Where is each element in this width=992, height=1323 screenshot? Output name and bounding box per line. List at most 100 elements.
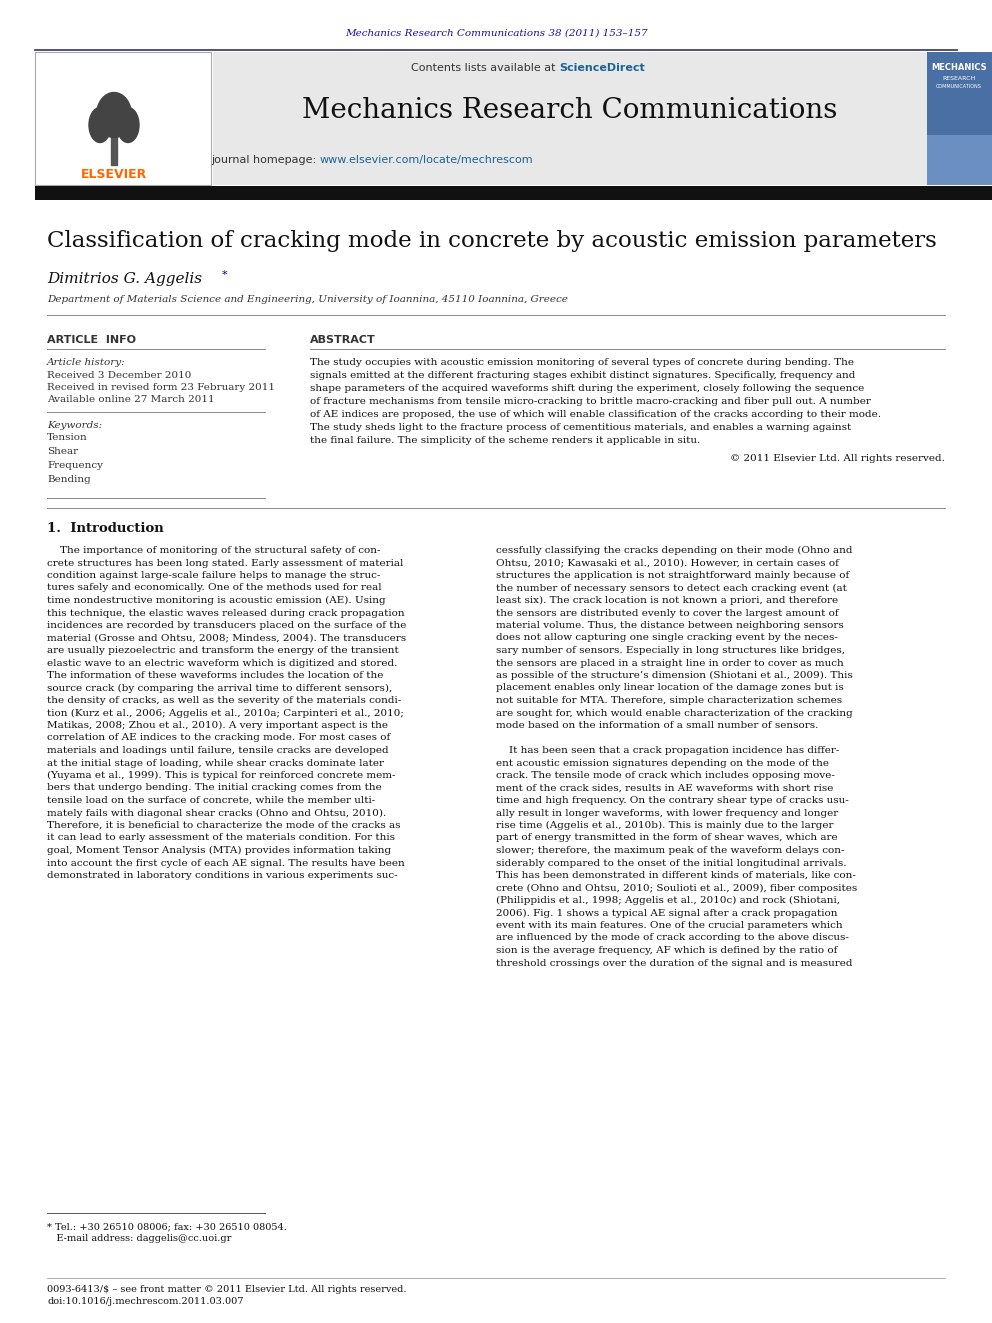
- FancyBboxPatch shape: [927, 135, 992, 185]
- Text: Available online 27 March 2011: Available online 27 March 2011: [47, 396, 214, 404]
- Text: part of energy transmitted in the form of shear waves, which are: part of energy transmitted in the form o…: [496, 833, 837, 843]
- Text: placement enables only linear location of the damage zones but is: placement enables only linear location o…: [496, 684, 844, 692]
- Text: does not allow capturing one single cracking event by the neces-: does not allow capturing one single crac…: [496, 634, 838, 643]
- Text: Therefore, it is beneficial to characterize the mode of the cracks as: Therefore, it is beneficial to character…: [47, 822, 401, 830]
- Text: time and high frequency. On the contrary shear type of cracks usu-: time and high frequency. On the contrary…: [496, 796, 849, 804]
- Text: * Tel.: +30 26510 08006; fax: +30 26510 08054.: * Tel.: +30 26510 08006; fax: +30 26510 …: [47, 1222, 287, 1230]
- Text: ent acoustic emission signatures depending on the mode of the: ent acoustic emission signatures dependi…: [496, 758, 829, 767]
- Text: (Yuyama et al., 1999). This is typical for reinforced concrete mem-: (Yuyama et al., 1999). This is typical f…: [47, 771, 396, 781]
- Text: materials and loadings until failure, tensile cracks are developed: materials and loadings until failure, te…: [47, 746, 389, 755]
- Text: RESEARCH: RESEARCH: [942, 75, 975, 81]
- Text: Dimitrios G. Aggelis: Dimitrios G. Aggelis: [47, 273, 202, 286]
- Text: © 2011 Elsevier Ltd. All rights reserved.: © 2011 Elsevier Ltd. All rights reserved…: [730, 454, 945, 463]
- Text: the number of necessary sensors to detect each cracking event (at: the number of necessary sensors to detec…: [496, 583, 847, 593]
- Text: *: *: [222, 270, 227, 280]
- Text: www.elsevier.com/locate/mechrescom: www.elsevier.com/locate/mechrescom: [320, 155, 534, 165]
- Text: structures the application is not straightforward mainly because of: structures the application is not straig…: [496, 572, 849, 579]
- Text: The information of these waveforms includes the location of the: The information of these waveforms inclu…: [47, 671, 383, 680]
- Bar: [111, 135, 117, 165]
- Text: ally result in longer waveforms, with lower frequency and longer: ally result in longer waveforms, with lo…: [496, 808, 838, 818]
- Text: doi:10.1016/j.mechrescom.2011.03.007: doi:10.1016/j.mechrescom.2011.03.007: [47, 1297, 243, 1306]
- Text: threshold crossings over the duration of the signal and is measured: threshold crossings over the duration of…: [496, 958, 852, 967]
- Text: material (Grosse and Ohtsu, 2008; Mindess, 2004). The transducers: material (Grosse and Ohtsu, 2008; Mindes…: [47, 634, 406, 643]
- Text: the density of cracks, as well as the severity of the materials condi-: the density of cracks, as well as the se…: [47, 696, 401, 705]
- Text: 1.  Introduction: 1. Introduction: [47, 523, 164, 534]
- Text: ARTICLE  INFO: ARTICLE INFO: [47, 335, 136, 345]
- Text: Matikas, 2008; Zhou et al., 2010). A very important aspect is the: Matikas, 2008; Zhou et al., 2010). A ver…: [47, 721, 388, 730]
- Text: ABSTRACT: ABSTRACT: [310, 335, 376, 345]
- Text: E-mail address: daggelis@cc.uoi.gr: E-mail address: daggelis@cc.uoi.gr: [47, 1234, 231, 1244]
- FancyBboxPatch shape: [213, 52, 927, 185]
- Text: crete (Ohno and Ohtsu, 2010; Soulioti et al., 2009), fiber composites: crete (Ohno and Ohtsu, 2010; Soulioti et…: [496, 884, 857, 893]
- Text: This has been demonstrated in different kinds of materials, like con-: This has been demonstrated in different …: [496, 871, 856, 880]
- Text: ScienceDirect: ScienceDirect: [559, 64, 645, 73]
- Ellipse shape: [89, 107, 111, 143]
- Text: as possible of the structure’s dimension (Shiotani et al., 2009). This: as possible of the structure’s dimension…: [496, 671, 853, 680]
- Text: Received in revised form 23 February 2011: Received in revised form 23 February 201…: [47, 382, 275, 392]
- Text: correlation of AE indices to the cracking mode. For most cases of: correlation of AE indices to the crackin…: [47, 733, 390, 742]
- Text: are usually piezoelectric and transform the energy of the transient: are usually piezoelectric and transform …: [47, 646, 399, 655]
- Text: Bending: Bending: [47, 475, 90, 484]
- Text: tures safely and economically. One of the methods used for real: tures safely and economically. One of th…: [47, 583, 382, 593]
- Text: tion (Kurz et al., 2006; Aggelis et al., 2010a; Carpinteri et al., 2010;: tion (Kurz et al., 2006; Aggelis et al.,…: [47, 709, 404, 717]
- Text: crack. The tensile mode of crack which includes opposing move-: crack. The tensile mode of crack which i…: [496, 771, 835, 781]
- Ellipse shape: [117, 107, 139, 143]
- Text: Mechanics Research Communications: Mechanics Research Communications: [303, 97, 837, 123]
- Text: bers that undergo bending. The initial cracking comes from the: bers that undergo bending. The initial c…: [47, 783, 382, 792]
- Text: of fracture mechanisms from tensile micro-cracking to brittle macro-cracking and: of fracture mechanisms from tensile micr…: [310, 397, 871, 406]
- Text: MECHANICS: MECHANICS: [931, 64, 987, 73]
- Text: tensile load on the surface of concrete, while the member ulti-: tensile load on the surface of concrete,…: [47, 796, 375, 804]
- Text: siderably compared to the onset of the initial longitudinal arrivals.: siderably compared to the onset of the i…: [496, 859, 846, 868]
- Text: mode based on the information of a small number of sensors.: mode based on the information of a small…: [496, 721, 818, 730]
- Text: the final failure. The simplicity of the scheme renders it applicable in situ.: the final failure. The simplicity of the…: [310, 437, 700, 445]
- Text: (Philippidis et al., 1998; Aggelis et al., 2010c) and rock (Shiotani,: (Philippidis et al., 1998; Aggelis et al…: [496, 896, 840, 905]
- Text: COMMUNICATIONS: COMMUNICATIONS: [936, 83, 982, 89]
- Text: at the initial stage of loading, while shear cracks dominate later: at the initial stage of loading, while s…: [47, 758, 384, 767]
- Text: Article history:: Article history:: [47, 359, 126, 366]
- Text: cessfully classifying the cracks depending on their mode (Ohno and: cessfully classifying the cracks dependi…: [496, 546, 852, 556]
- Text: material volume. Thus, the distance between neighboring sensors: material volume. Thus, the distance betw…: [496, 620, 844, 630]
- Text: are influenced by the mode of crack according to the above discus-: are influenced by the mode of crack acco…: [496, 934, 849, 942]
- Text: Tension: Tension: [47, 433, 87, 442]
- Text: rise time (Aggelis et al., 2010b). This is mainly due to the larger: rise time (Aggelis et al., 2010b). This …: [496, 822, 833, 830]
- Text: Shear: Shear: [47, 447, 78, 456]
- Text: sary number of sensors. Especially in long structures like bridges,: sary number of sensors. Especially in lo…: [496, 646, 845, 655]
- Text: it can lead to early assessment of the materials condition. For this: it can lead to early assessment of the m…: [47, 833, 395, 843]
- Text: into account the first cycle of each AE signal. The results have been: into account the first cycle of each AE …: [47, 859, 405, 868]
- Text: Department of Materials Science and Engineering, University of Ioannina, 45110 I: Department of Materials Science and Engi…: [47, 295, 567, 304]
- Text: are sought for, which would enable characterization of the cracking: are sought for, which would enable chara…: [496, 709, 853, 717]
- Text: The study sheds light to the fracture process of cementitious materials, and ena: The study sheds light to the fracture pr…: [310, 423, 851, 433]
- Ellipse shape: [96, 93, 132, 138]
- Text: mately fails with diagonal shear cracks (Ohno and Ohtsu, 2010).: mately fails with diagonal shear cracks …: [47, 808, 386, 818]
- Text: the sensors are placed in a straight line in order to cover as much: the sensors are placed in a straight lin…: [496, 659, 844, 668]
- FancyBboxPatch shape: [927, 52, 992, 185]
- Text: signals emitted at the different fracturing stages exhibit distinct signatures. : signals emitted at the different fractur…: [310, 370, 855, 380]
- Text: ment of the crack sides, results in AE waveforms with short rise: ment of the crack sides, results in AE w…: [496, 783, 833, 792]
- Text: slower; therefore, the maximum peak of the waveform delays con-: slower; therefore, the maximum peak of t…: [496, 845, 844, 855]
- FancyBboxPatch shape: [35, 187, 992, 200]
- Text: shape parameters of the acquired waveforms shift during the experiment, closely : shape parameters of the acquired wavefor…: [310, 384, 864, 393]
- Text: least six). The crack location is not known a priori, and therefore: least six). The crack location is not kn…: [496, 595, 838, 605]
- Text: It has been seen that a crack propagation incidence has differ-: It has been seen that a crack propagatio…: [496, 746, 839, 755]
- Text: goal, Moment Tensor Analysis (MTA) provides information taking: goal, Moment Tensor Analysis (MTA) provi…: [47, 845, 391, 855]
- FancyBboxPatch shape: [35, 52, 211, 185]
- Text: the sensors are distributed evenly to cover the largest amount of: the sensors are distributed evenly to co…: [496, 609, 838, 618]
- Text: not suitable for MTA. Therefore, simple characterization schemes: not suitable for MTA. Therefore, simple …: [496, 696, 842, 705]
- Text: ELSEVIER: ELSEVIER: [81, 168, 147, 181]
- Text: Classification of cracking mode in concrete by acoustic emission parameters: Classification of cracking mode in concr…: [47, 230, 936, 251]
- Text: Received 3 December 2010: Received 3 December 2010: [47, 370, 191, 380]
- Text: The importance of monitoring of the structural safety of con-: The importance of monitoring of the stru…: [47, 546, 381, 556]
- Text: condition against large-scale failure helps to manage the struc-: condition against large-scale failure he…: [47, 572, 380, 579]
- Text: 2006). Fig. 1 shows a typical AE signal after a crack propagation: 2006). Fig. 1 shows a typical AE signal …: [496, 909, 837, 918]
- Text: time nondestructive monitoring is acoustic emission (AE). Using: time nondestructive monitoring is acoust…: [47, 595, 386, 605]
- Text: this technique, the elastic waves released during crack propagation: this technique, the elastic waves releas…: [47, 609, 405, 618]
- Text: Mechanics Research Communications 38 (2011) 153–157: Mechanics Research Communications 38 (20…: [344, 29, 648, 37]
- Text: demonstrated in laboratory conditions in various experiments suc-: demonstrated in laboratory conditions in…: [47, 871, 398, 880]
- Text: crete structures has been long stated. Early assessment of material: crete structures has been long stated. E…: [47, 558, 404, 568]
- Text: source crack (by comparing the arrival time to different sensors),: source crack (by comparing the arrival t…: [47, 684, 392, 693]
- Text: event with its main features. One of the crucial parameters which: event with its main features. One of the…: [496, 921, 842, 930]
- Text: The study occupies with acoustic emission monitoring of several types of concret: The study occupies with acoustic emissio…: [310, 359, 854, 366]
- Text: of AE indices are proposed, the use of which will enable classification of the c: of AE indices are proposed, the use of w…: [310, 410, 881, 419]
- Text: Keywords:: Keywords:: [47, 421, 102, 430]
- Text: Ohtsu, 2010; Kawasaki et al., 2010). However, in certain cases of: Ohtsu, 2010; Kawasaki et al., 2010). How…: [496, 558, 839, 568]
